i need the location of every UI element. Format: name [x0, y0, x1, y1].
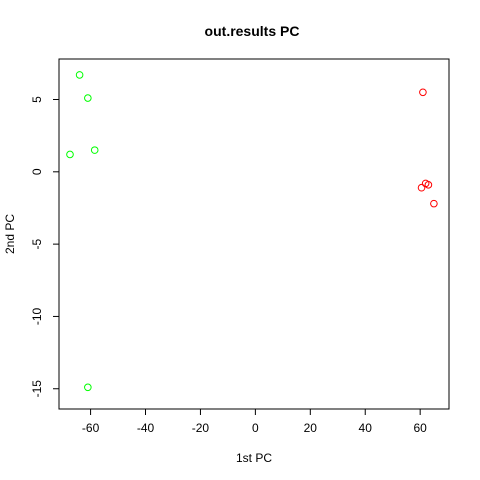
- y-tick-label: 0: [30, 168, 44, 175]
- x-tick-label: 0: [252, 421, 259, 435]
- y-axis-label: 2nd PC: [3, 214, 17, 254]
- x-axis: -60 -40 -20 0 20 40 60: [82, 408, 427, 435]
- data-point: [75, 71, 84, 79]
- x-tick-label: 20: [304, 421, 318, 435]
- data-point: [84, 94, 92, 102]
- data-point: [66, 150, 74, 159]
- y-tick-label: 5: [30, 96, 44, 103]
- x-tick-label: -20: [192, 421, 210, 435]
- y-tick-label: -15: [30, 380, 44, 398]
- data-point: [417, 183, 426, 192]
- chart-title: out.results PC: [205, 23, 300, 39]
- data-point: [90, 146, 99, 154]
- data-point: [419, 88, 427, 97]
- plot-area-border: [58, 58, 450, 410]
- x-tick-label: -40: [137, 421, 155, 435]
- data-point: [424, 181, 433, 189]
- x-tick-label: 60: [413, 421, 427, 435]
- data-point: [430, 199, 438, 208]
- y-tick-label: -10: [30, 307, 44, 325]
- data-point: [84, 383, 92, 392]
- x-tick-label: -60: [82, 421, 100, 435]
- data-points: [66, 71, 438, 392]
- y-axis: -15 -10 -5 0 5: [30, 96, 60, 398]
- x-tick-label: 40: [359, 421, 373, 435]
- x-axis-label: 1st PC: [236, 451, 272, 465]
- y-tick-label: -5: [30, 238, 44, 249]
